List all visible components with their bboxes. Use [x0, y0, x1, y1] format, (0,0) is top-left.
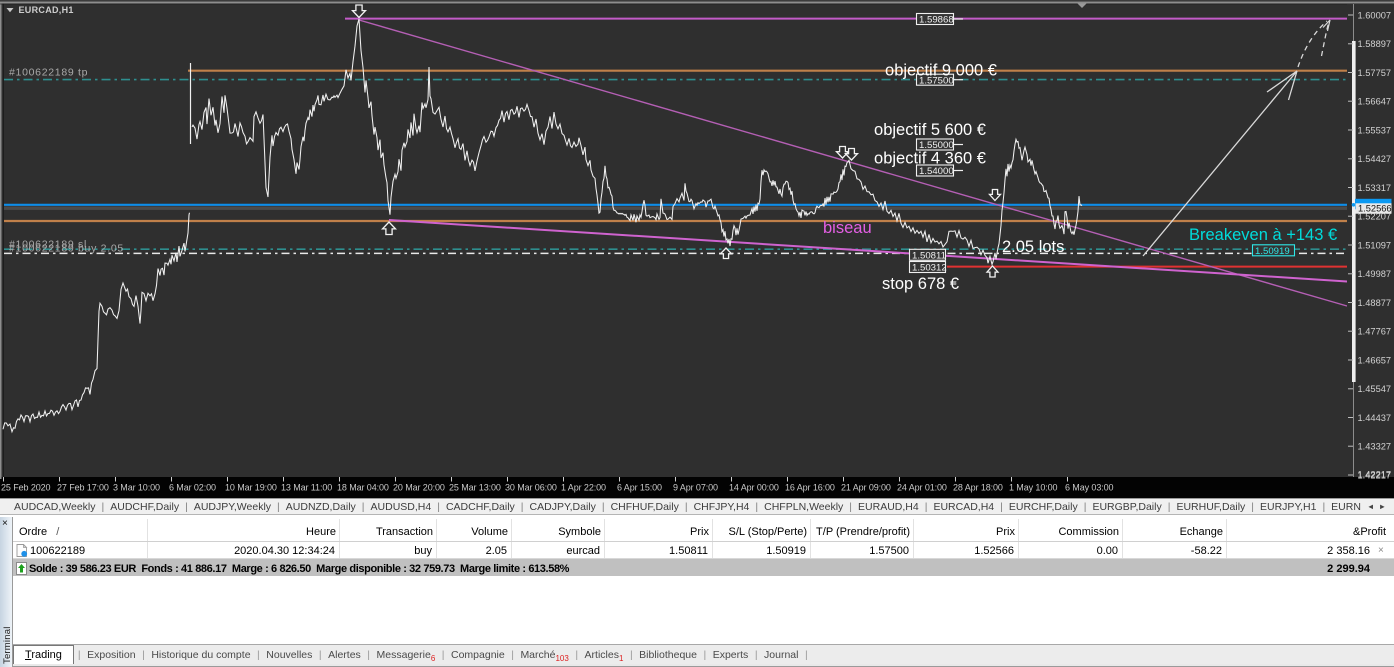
svg-text:1.48877: 1.48877	[1358, 298, 1392, 308]
svg-text:20 Mar 20:00: 20 Mar 20:00	[393, 483, 445, 493]
svg-text:1.60007: 1.60007	[1358, 10, 1392, 20]
svg-text:27 Feb 17:00: 27 Feb 17:00	[57, 483, 109, 493]
svg-text:objectif 9 000 €: objectif 9 000 €	[885, 62, 997, 80]
svg-text:1.50919: 1.50919	[1255, 246, 1290, 257]
svg-text:24 Apr 01:00: 24 Apr 01:00	[897, 483, 947, 493]
svg-text:6 Mar 02:00: 6 Mar 02:00	[169, 483, 216, 493]
svg-text:1.54427: 1.54427	[1358, 154, 1392, 164]
svg-text:1.57757: 1.57757	[1358, 68, 1392, 78]
svg-text:1.42217: 1.42217	[1358, 470, 1392, 480]
svg-text:Breakeven à +143 €: Breakeven à +143 €	[1189, 226, 1337, 244]
svg-text:1.42217: 1.42217	[1358, 470, 1392, 480]
svg-text:1.50312: 1.50312	[912, 263, 947, 274]
svg-text:30 Mar 06:00: 30 Mar 06:00	[505, 483, 557, 493]
svg-text:14 Apr 00:00: 14 Apr 00:00	[729, 483, 779, 493]
svg-text:1.46657: 1.46657	[1358, 355, 1392, 365]
svg-text:3 Mar 10:00: 3 Mar 10:00	[113, 483, 160, 493]
svg-text:18 Mar 04:00: 18 Mar 04:00	[337, 483, 389, 493]
svg-text:1.52207: 1.52207	[1358, 212, 1392, 222]
svg-text:21 Apr 09:00: 21 Apr 09:00	[841, 483, 891, 493]
svg-text:1.55000: 1.55000	[919, 140, 954, 151]
svg-text:10 Mar 19:00: 10 Mar 19:00	[225, 483, 277, 493]
svg-text:objectif 4 360 €: objectif 4 360 €	[874, 150, 986, 168]
svg-text:1.43327: 1.43327	[1358, 442, 1392, 452]
svg-text:2.05 lots: 2.05 lots	[1002, 238, 1064, 256]
svg-text:9 Apr 07:00: 9 Apr 07:00	[673, 483, 718, 493]
svg-text:objectif 5 600 €: objectif 5 600 €	[874, 121, 986, 139]
svg-text:16 Apr 16:00: 16 Apr 16:00	[785, 483, 835, 493]
svg-text:1.53317: 1.53317	[1358, 183, 1392, 193]
svg-text:1.54000: 1.54000	[919, 166, 954, 177]
svg-text:1 May 10:00: 1 May 10:00	[1009, 483, 1058, 493]
svg-text:#100622189 tp: #100622189 tp	[9, 67, 88, 79]
svg-text:1 Apr 22:00: 1 Apr 22:00	[561, 483, 606, 493]
svg-text:1.45547: 1.45547	[1358, 384, 1392, 394]
svg-text:1.57500: 1.57500	[919, 75, 954, 86]
svg-text:EURCAD,H1: EURCAD,H1	[19, 5, 74, 15]
svg-text:biseau: biseau	[823, 219, 872, 237]
svg-text:1.51097: 1.51097	[1358, 240, 1392, 250]
svg-text:25 Feb 2020: 25 Feb 2020	[1, 483, 51, 493]
svg-text:1.49987: 1.49987	[1358, 269, 1392, 279]
svg-text:28 Apr 18:00: 28 Apr 18:00	[953, 483, 1003, 493]
svg-text:#100622189 buy 2.05: #100622189 buy 2.05	[9, 243, 124, 255]
svg-text:1.59868: 1.59868	[919, 15, 954, 26]
svg-text:1.47767: 1.47767	[1358, 327, 1392, 337]
svg-text:25 Mar 13:00: 25 Mar 13:00	[449, 483, 501, 493]
svg-text:6 May 03:00: 6 May 03:00	[1065, 483, 1114, 493]
svg-text:1.50811: 1.50811	[912, 250, 946, 261]
svg-text:6 Apr 15:00: 6 Apr 15:00	[617, 483, 662, 493]
svg-text:#100622189 sl: #100622189 sl	[9, 239, 87, 251]
svg-text:1.56647: 1.56647	[1358, 97, 1392, 107]
svg-text:1.55537: 1.55537	[1358, 125, 1392, 135]
svg-text:1.58897: 1.58897	[1358, 39, 1392, 49]
svg-text:1.52566: 1.52566	[1358, 204, 1392, 214]
svg-text:stop 678 €: stop 678 €	[882, 275, 959, 293]
svg-text:1.44437: 1.44437	[1358, 413, 1392, 423]
svg-text:13 Mar 11:00: 13 Mar 11:00	[281, 483, 332, 493]
